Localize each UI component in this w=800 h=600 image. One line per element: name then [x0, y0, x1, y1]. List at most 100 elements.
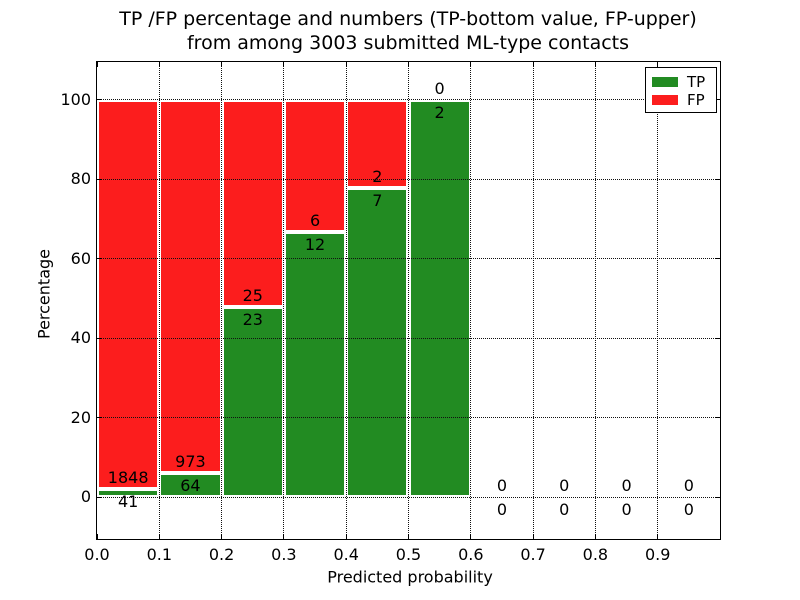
- bar-tp-segment: [159, 472, 222, 498]
- legend-label: TP: [687, 73, 706, 91]
- fp-count-label: 2: [372, 167, 383, 187]
- x-axis-label: Predicted probability: [327, 567, 493, 587]
- x-tick-mark-top: [96, 62, 98, 67]
- x-tick-mark: [470, 534, 472, 539]
- x-tick-label: 0.1: [146, 545, 173, 564]
- v-gridline: [470, 62, 472, 539]
- x-tick-mark-top: [470, 62, 472, 67]
- tp-count-label: 0: [683, 500, 694, 520]
- x-tick-mark: [345, 534, 347, 539]
- y-tick-mark: [97, 496, 102, 498]
- fp-count-label: 0: [496, 476, 508, 496]
- bar-fp-segment: [97, 99, 160, 489]
- chart-title: TP /FP percentage and numbers (TP-bottom…: [119, 7, 697, 55]
- fp-count-label: 0: [434, 78, 445, 98]
- x-tick-mark: [532, 534, 534, 539]
- y-tick-label: 60: [70, 248, 91, 268]
- tp-count-label: 0: [496, 500, 508, 520]
- x-tick-label: 0.3: [271, 545, 297, 564]
- x-tick-mark-top: [532, 62, 534, 67]
- tp-count-label: 2: [434, 102, 445, 122]
- x-tick-mark-top: [657, 62, 659, 67]
- fp-count-label: 1848: [107, 467, 149, 487]
- x-tick-label: 0.6: [458, 545, 484, 564]
- y-tick-mark: [97, 337, 102, 339]
- x-tick-label: 0.8: [582, 545, 609, 564]
- y-tick-label: 100: [60, 89, 91, 109]
- x-tick-mark: [221, 534, 223, 539]
- tp-count-label: 12: [304, 235, 326, 255]
- fp-count-label: 973: [175, 451, 206, 471]
- y-tick-label: 40: [70, 328, 91, 348]
- chart-title-line2: from among 3003 submitted ML-type contac…: [186, 32, 630, 54]
- x-tick-mark: [408, 534, 409, 539]
- fp-count-label: 0: [621, 476, 632, 496]
- y-tick-mark: [97, 417, 102, 419]
- bar-tp-segment: [408, 99, 471, 498]
- x-tick-mark-top: [221, 62, 223, 67]
- x-tick-mark-top: [345, 62, 347, 67]
- v-gridline: [158, 62, 160, 539]
- bar-fp-segment: [159, 99, 222, 473]
- legend-item: TP: [652, 73, 710, 91]
- x-tick-mark: [158, 534, 160, 539]
- x-tick-label: 0.0: [84, 545, 110, 564]
- x-tick-mark-top: [408, 62, 409, 67]
- x-tick-mark-top: [158, 62, 160, 67]
- x-tick-label: 0.7: [520, 545, 546, 564]
- chart-title-line1: TP /FP percentage and numbers (TP-bottom…: [119, 8, 697, 30]
- fp-count-label: 6: [309, 211, 321, 231]
- bar-tp-segment: [283, 232, 347, 498]
- tp-count-label: 0: [621, 500, 632, 520]
- x-tick-mark: [594, 534, 596, 539]
- x-tick-mark-top: [283, 62, 285, 67]
- y-tick-mark: [97, 99, 102, 101]
- tp-count-label: 23: [242, 309, 263, 329]
- y-tick-label: 20: [70, 407, 91, 427]
- v-gridline: [657, 62, 659, 539]
- x-tick-mark: [283, 534, 285, 539]
- v-gridline: [221, 62, 223, 539]
- legend-label: FP: [687, 91, 705, 109]
- y-tick-mark-right: [715, 258, 720, 260]
- x-tick-label: 0.9: [644, 545, 671, 564]
- y-tick-mark: [97, 178, 102, 180]
- y-tick-mark-right: [715, 178, 720, 180]
- bar-fp-segment: [283, 99, 347, 233]
- x-tick-label: 0.2: [208, 545, 235, 564]
- v-gridline: [408, 62, 409, 539]
- tp-count-label: 7: [372, 191, 383, 211]
- v-gridline: [532, 62, 534, 539]
- y-tick-mark-right: [715, 417, 720, 419]
- x-tick-mark-top: [594, 62, 596, 67]
- y-tick-label: 0: [80, 487, 91, 507]
- y-tick-mark-right: [715, 496, 720, 498]
- y-tick-mark: [97, 258, 102, 260]
- tp-count-label: 0: [559, 500, 570, 520]
- v-gridline: [345, 62, 347, 539]
- bar-tp-segment: [346, 188, 409, 498]
- y-tick-label: 80: [70, 169, 91, 189]
- v-gridline: [283, 62, 285, 539]
- y-tick-mark-right: [715, 99, 720, 101]
- x-tick-label: 0.5: [395, 545, 422, 564]
- bar-tp-segment: [97, 488, 160, 498]
- fp-count-label: 0: [683, 476, 694, 496]
- legend-item: FP: [652, 91, 710, 109]
- tp-count-label: 41: [117, 491, 139, 511]
- bar-tp-segment: [221, 306, 284, 498]
- bar-fp-segment: [346, 99, 409, 189]
- fp-count-label: 25: [242, 285, 263, 305]
- v-gridline: [594, 62, 596, 539]
- x-tick-label: 0.4: [333, 545, 359, 564]
- x-tick-mark: [657, 534, 659, 539]
- fp-count-label: 0: [559, 476, 570, 496]
- tp-count-label: 64: [180, 475, 201, 495]
- bar-fp-segment: [221, 99, 284, 307]
- legend-swatch-tp: [652, 77, 678, 87]
- x-tick-mark: [96, 534, 98, 539]
- y-tick-mark-right: [715, 337, 720, 339]
- legend-swatch-fp: [652, 95, 678, 105]
- legend: TP FP: [645, 67, 717, 113]
